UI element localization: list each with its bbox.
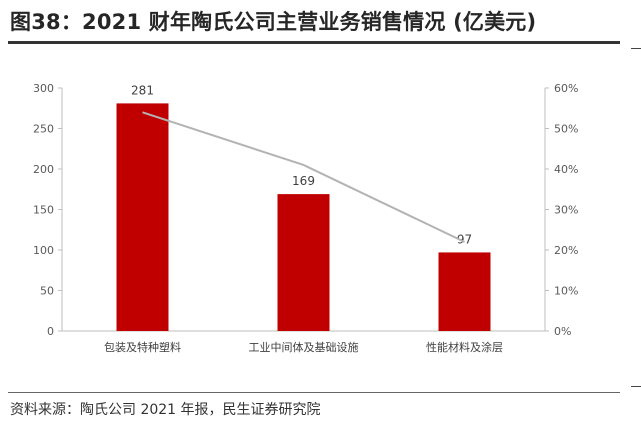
left-tick-label: 100 — [33, 244, 54, 257]
title-divider — [8, 41, 620, 44]
bar-data-label: 97 — [457, 232, 472, 246]
edge-tick-top — [631, 48, 641, 49]
bar — [438, 252, 491, 331]
left-tick-label: 250 — [33, 123, 54, 136]
bar — [116, 103, 169, 331]
right-tick-label: 20% — [554, 244, 578, 257]
left-tick-label: 200 — [33, 163, 54, 176]
left-tick-label: 300 — [33, 82, 54, 95]
right-tick-label: 60% — [554, 82, 578, 95]
right-tick-label: 30% — [554, 204, 578, 217]
bar — [277, 194, 330, 331]
share-line — [142, 111, 465, 243]
source-divider — [8, 392, 620, 393]
bar-data-label: 169 — [292, 174, 315, 188]
right-tick-label: 0% — [554, 325, 571, 338]
category-label: 包装及特种塑料 — [104, 340, 181, 354]
right-tick-label: 40% — [554, 163, 578, 176]
category-label: 工业中间体及基础设施 — [249, 340, 359, 354]
left-tick-label: 150 — [33, 204, 54, 217]
bar-data-label: 281 — [131, 83, 154, 97]
edge-tick-bottom — [631, 386, 641, 387]
source-note: 资料来源：陶氏公司 2021 年报，民生证券研究院 — [10, 402, 321, 418]
right-tick-label: 50% — [554, 123, 578, 136]
bar-line-chart: 0 50 100 150 200 250 300 0% 10% 20% 30% 40% 50% 60% 28… — [33, 82, 578, 354]
category-label: 性能材料及涂层 — [426, 340, 503, 354]
left-tick-label: 0 — [47, 325, 54, 338]
chart-title: 图38：2021 财年陶氏公司主营业务销售情况 (亿美元) — [10, 10, 537, 34]
right-tick-label: 10% — [554, 285, 578, 298]
left-tick-label: 50 — [40, 285, 54, 298]
